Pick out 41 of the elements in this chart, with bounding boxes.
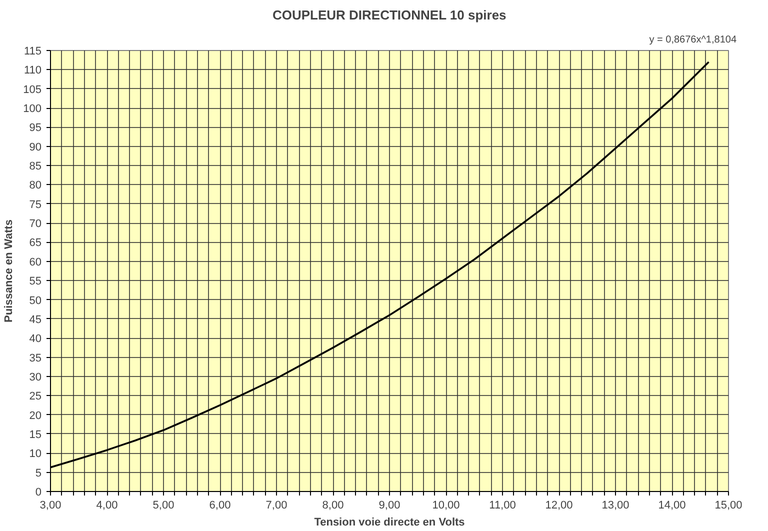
- x-tick-label: 9,00: [378, 500, 400, 512]
- chart-title: COUPLEUR DIRECTIONNEL 10 spires: [272, 8, 506, 22]
- x-tick-label: 4,00: [96, 500, 118, 512]
- y-tick-label: 30: [29, 371, 42, 384]
- y-tick-label: 70: [29, 218, 42, 230]
- y-tick-label: 115: [24, 46, 42, 58]
- x-tick-label: 5,00: [152, 500, 174, 512]
- y-tick-label: 65: [29, 237, 42, 250]
- y-tick-label: 0: [35, 486, 42, 498]
- x-tick-label: 7,00: [266, 500, 288, 512]
- y-tick-label: 75: [29, 198, 42, 211]
- y-tick-label: 80: [29, 180, 42, 192]
- x-tick-label: 11,00: [489, 500, 516, 512]
- y-tick-label: 100: [23, 103, 42, 116]
- x-tick-label: 3,00: [40, 500, 62, 512]
- y-tick-label: 35: [29, 352, 42, 364]
- y-tick-label: 10: [29, 448, 42, 460]
- x-tick-label: 15,00: [714, 500, 742, 512]
- y-tick-label: 5: [35, 467, 42, 480]
- y-tick-label: 60: [29, 256, 42, 268]
- y-tick-label: 25: [29, 390, 42, 403]
- y-tick-label: 85: [29, 160, 42, 173]
- x-tick-label: 6,00: [209, 500, 231, 512]
- y-tick-label: 50: [29, 294, 42, 307]
- x-tick-label: 10,00: [432, 500, 460, 512]
- x-tick-label: 14,00: [658, 500, 686, 512]
- y-tick-label: 20: [29, 410, 42, 422]
- y-tick-label: 40: [29, 333, 42, 346]
- x-tick-label: 8,00: [322, 500, 344, 512]
- y-tick-label: 45: [29, 314, 42, 326]
- y-tick-label: 105: [23, 84, 42, 96]
- x-tick-label: 13,00: [602, 500, 630, 512]
- y-axis-title: Puissance en Watts: [3, 220, 16, 322]
- x-tick-label: 12,00: [545, 500, 573, 512]
- y-tick-label: 95: [29, 122, 42, 134]
- text: y = 0,8676x^1,8104: [649, 34, 737, 46]
- y-tick-label: 90: [29, 141, 42, 154]
- x-axis-title: Tension voie directe en Volts: [314, 516, 465, 528]
- y-tick-label: 110: [24, 64, 42, 77]
- y-tick-label: 15: [29, 428, 42, 441]
- y-tick-label: 55: [29, 276, 42, 288]
